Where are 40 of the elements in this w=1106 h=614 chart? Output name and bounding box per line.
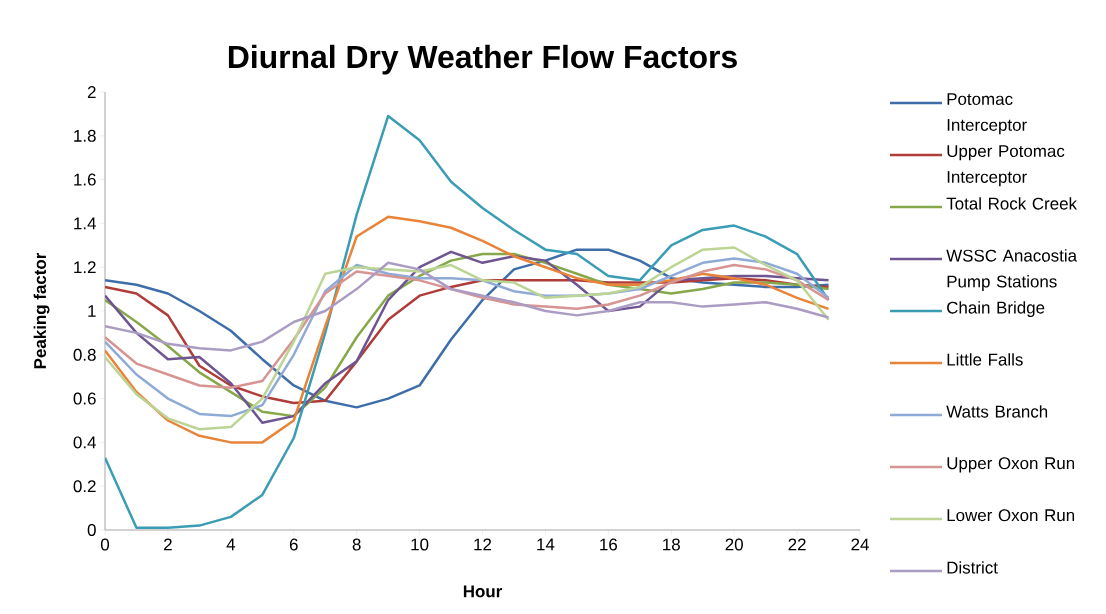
y-tick-label: 0.8 <box>73 348 96 361</box>
x-tick-label: 6 <box>289 538 298 551</box>
line-series <box>105 215 830 444</box>
legend-label: District <box>947 561 998 574</box>
legend-label: Potomac Interceptor <box>947 93 1027 135</box>
x-tick-label: 12 <box>474 538 492 551</box>
x-tick-label: 22 <box>788 538 806 551</box>
legend-label: Watts Branch <box>946 405 1048 418</box>
legend-label: Total Rock Creek <box>946 197 1078 210</box>
y-tick-label: 1.2 <box>74 261 96 274</box>
x-tick-label: 14 <box>537 538 555 551</box>
y-tick-label: 0 <box>87 524 96 536</box>
y-tick-label: 2 <box>87 86 96 98</box>
x-tick-label: 10 <box>411 538 429 551</box>
chart-title: Diurnal Dry Weather Flow Factors <box>228 44 737 75</box>
y-tick-label: 0.6 <box>73 392 96 405</box>
x-tick-label: 2 <box>164 538 172 551</box>
x-tick-label: 0 <box>100 538 110 551</box>
y-tick-label: 1.6 <box>74 173 96 186</box>
x-tick-label: 24 <box>851 538 869 551</box>
legend-label: WSSC Anacostia Pump Stations <box>946 249 1078 291</box>
y-tick-label: 1 <box>88 305 96 317</box>
y-tick-label: 0.4 <box>73 436 96 449</box>
legend-label: Upper Oxon Run <box>947 457 1075 473</box>
y-tick-label: 1.8 <box>74 129 96 142</box>
legend-label: Upper Potomac Interceptor <box>947 145 1065 187</box>
y-tick-label: 1.4 <box>74 217 96 230</box>
legend-label: Little Falls <box>947 353 1023 366</box>
y-axis-title: Peaking factor <box>33 252 50 369</box>
y-tick-label: 0.2 <box>73 480 96 493</box>
x-tick-label: 16 <box>600 538 618 551</box>
x-tick-label: 4 <box>226 538 236 551</box>
x-axis-title: Hour <box>463 585 502 598</box>
x-tick-label: 18 <box>663 538 680 551</box>
x-tick-label: 20 <box>725 538 743 551</box>
line-series <box>105 261 830 352</box>
legend-label: Chain Bridge <box>947 301 1045 317</box>
x-tick-label: 8 <box>352 538 361 551</box>
line-series <box>105 114 830 530</box>
legend-label: Lower Oxon Run <box>947 509 1075 522</box>
